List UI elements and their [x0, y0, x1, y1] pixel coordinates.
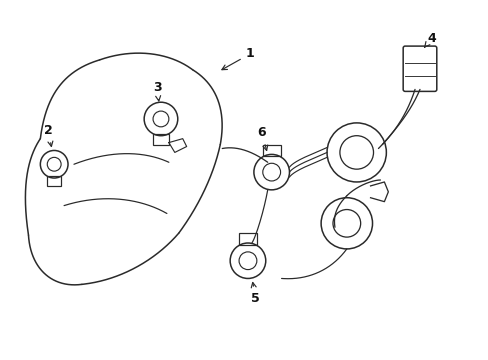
- Text: 1: 1: [222, 48, 254, 70]
- Text: 4: 4: [424, 32, 435, 48]
- Text: 2: 2: [44, 124, 53, 147]
- Text: 6: 6: [257, 126, 267, 150]
- Text: 3: 3: [152, 81, 161, 101]
- Text: 5: 5: [251, 283, 260, 305]
